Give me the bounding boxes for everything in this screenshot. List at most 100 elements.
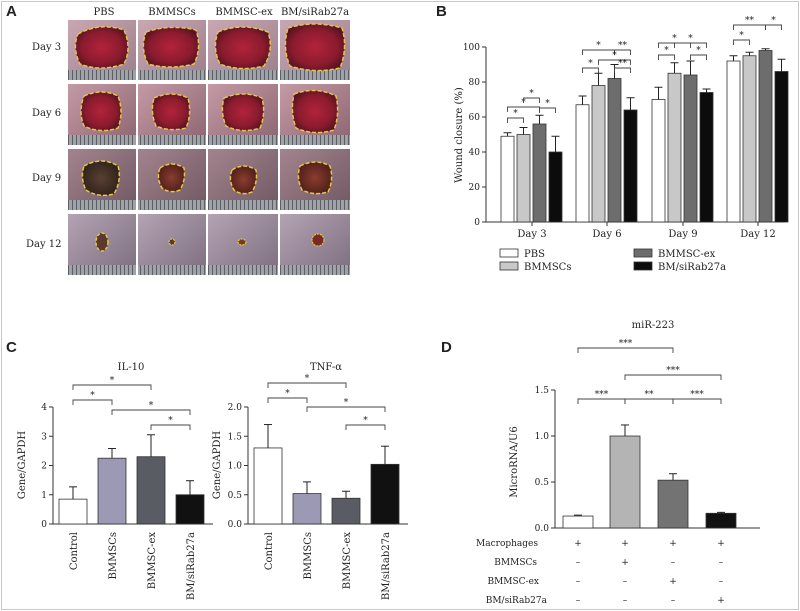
wound-d9-c-significance: * xyxy=(664,46,669,56)
mir-sig-a-bracket xyxy=(577,347,674,353)
wound-y-tick-label: 0 xyxy=(474,218,480,228)
row-label-day3: Day 3 xyxy=(32,42,61,53)
wound-y-tick-label: 80 xyxy=(469,78,481,88)
il10-ylabel: Gene/GAPDH xyxy=(17,431,28,500)
wound-d3-d-significance: * xyxy=(513,109,518,119)
ruler xyxy=(138,265,206,275)
ruler xyxy=(138,70,206,80)
tnfa-bar-bm-sirab27a xyxy=(370,463,400,525)
mir-sig-e-significance: *** xyxy=(690,390,704,400)
wound-day12-bm-sirab27a xyxy=(311,233,325,247)
mir-y-tick-label: 1.0 xyxy=(535,432,550,442)
mir-condition-label: BMMSCs xyxy=(494,558,537,568)
wound-bar-bmmsc-ex-day-3 xyxy=(532,123,547,223)
ruler xyxy=(68,200,136,210)
wound-d12-b-bracket xyxy=(765,24,782,30)
wound-legend-label: BM/siRab27a xyxy=(658,262,726,273)
wound-d3-c-bracket xyxy=(539,107,556,113)
mir-condition-sign: + xyxy=(717,596,725,606)
mir-condition-sign: + xyxy=(621,558,629,568)
tnfa-title: TNF-α xyxy=(310,362,342,373)
wound-day3-pbs xyxy=(74,26,129,69)
wound-day12-bmmsc-ex xyxy=(237,238,247,246)
wound-d3-d-bracket xyxy=(507,117,524,123)
mir-sig-b-significance: *** xyxy=(666,366,680,376)
mir-condition-sign: – xyxy=(623,577,628,587)
mir-condition-label: BM/siRab27a xyxy=(486,596,548,606)
ruler xyxy=(138,200,206,210)
mir-title: miR-223 xyxy=(632,320,675,331)
wound-x-tick-label: Day 9 xyxy=(668,229,697,240)
ruler xyxy=(280,265,350,275)
wound-d9-a-significance: * xyxy=(672,34,677,44)
il10-sig-2-significance: * xyxy=(149,401,154,411)
wound-legend-swatch xyxy=(633,248,653,258)
ruler xyxy=(208,265,278,275)
row-label-day6: Day 6 xyxy=(32,108,61,119)
wound-d6-d-bracket xyxy=(598,59,631,65)
tnfa-sig-2-bracket xyxy=(306,406,386,412)
wound-legend-label: BMMSCs xyxy=(524,262,571,273)
wound-d6-e-bracket xyxy=(614,67,631,73)
il10-x-tick-label: Control xyxy=(69,532,80,570)
tnfa-sig-3-significance: * xyxy=(363,416,368,426)
wound-d3-b-significance: * xyxy=(529,89,534,99)
mir-condition-sign: + xyxy=(621,539,629,549)
mir-sig-c-significance: *** xyxy=(595,390,609,400)
mir-condition-sign: – xyxy=(719,558,724,568)
wound-bar-bmmscs-day-3 xyxy=(516,134,531,223)
ruler xyxy=(138,135,206,145)
tnfa-x-tick-label: Control xyxy=(264,532,275,570)
tnfa-x-tick-label: BMMSCs xyxy=(303,532,314,579)
wound-d6-c-bracket xyxy=(582,67,599,73)
wound-d6-e-significance: ** xyxy=(618,59,628,69)
wound-day3-bmmscs xyxy=(142,26,200,68)
chart-tnfa: 0.0 0.5 1.0 1.5 2.0 TNF-α Gene/GAPDH Control BMM… xyxy=(212,362,408,600)
mir-sig-b-bracket xyxy=(624,374,722,380)
ruler xyxy=(280,200,350,210)
il10-x-tick-label: BMMSC-ex xyxy=(147,532,158,590)
wound-y-tick-label: 40 xyxy=(469,148,481,158)
ruler xyxy=(280,135,350,145)
ruler xyxy=(280,70,350,80)
wound-bar-bmmsc-ex-day-6 xyxy=(607,78,622,223)
mir-bar-3 xyxy=(705,512,737,529)
wound-d3-c-significance: * xyxy=(545,99,550,109)
wound-day9-pbs xyxy=(81,160,121,197)
mir-y-tick-label: 0.0 xyxy=(535,524,550,534)
mir-bar-2 xyxy=(657,479,689,529)
mir-condition-sign: – xyxy=(576,558,581,568)
mir-y-tick-label: 0.5 xyxy=(535,478,550,488)
wound-d6-c-significance: * xyxy=(588,59,593,69)
wound-bar-bmmscs-day-6 xyxy=(591,85,606,223)
il10-bar-bmmsc-ex xyxy=(136,456,166,525)
tnfa-bar-control xyxy=(253,447,283,525)
mir-condition-label: Macrophages xyxy=(476,539,538,549)
wound-bar-pbs-day-3 xyxy=(500,135,515,223)
wound-legend-swatch xyxy=(633,261,653,271)
tnfa-x-tick-label: BM/siRab27a xyxy=(381,532,392,600)
wound-legend-label: BMMSC-ex xyxy=(658,249,716,260)
wound-day3-bmmsc-ex xyxy=(214,26,271,70)
il10-sig-0-bracket xyxy=(72,384,152,390)
wound-d6-b-significance: ** xyxy=(618,41,628,51)
wound-day6-bmmscs xyxy=(151,93,191,131)
il10-y-tick-label: 0 xyxy=(41,520,47,530)
tnfa-sig-2-significance: * xyxy=(344,398,349,408)
panel-label-d: D xyxy=(441,339,452,356)
mir-condition-sign: + xyxy=(717,539,725,549)
mir-condition-sign: – xyxy=(671,596,676,606)
il10-bar-control xyxy=(58,498,88,525)
il10-x-tick-label: BM/siRab27a xyxy=(186,532,197,600)
il10-y-tick-label: 4 xyxy=(41,403,47,413)
wound-legend-swatch xyxy=(499,248,519,258)
wound-y-tick-label: 60 xyxy=(469,113,481,123)
il10-bar-bmmscs xyxy=(97,457,127,525)
mir-sig-e-bracket xyxy=(672,398,722,404)
wound-ylabel: Wound closure (%) xyxy=(454,87,465,183)
panel-a-photo-grid: PBS BMMSCs BMMSC-ex BM/siRab27a Day 3 Da… xyxy=(26,7,350,275)
ruler xyxy=(68,70,136,80)
wound-d6-a-significance: * xyxy=(596,41,601,51)
wound-d3-b-bracket xyxy=(523,97,540,103)
col-header-bmmsc-ex: BMMSC-ex xyxy=(215,7,273,18)
